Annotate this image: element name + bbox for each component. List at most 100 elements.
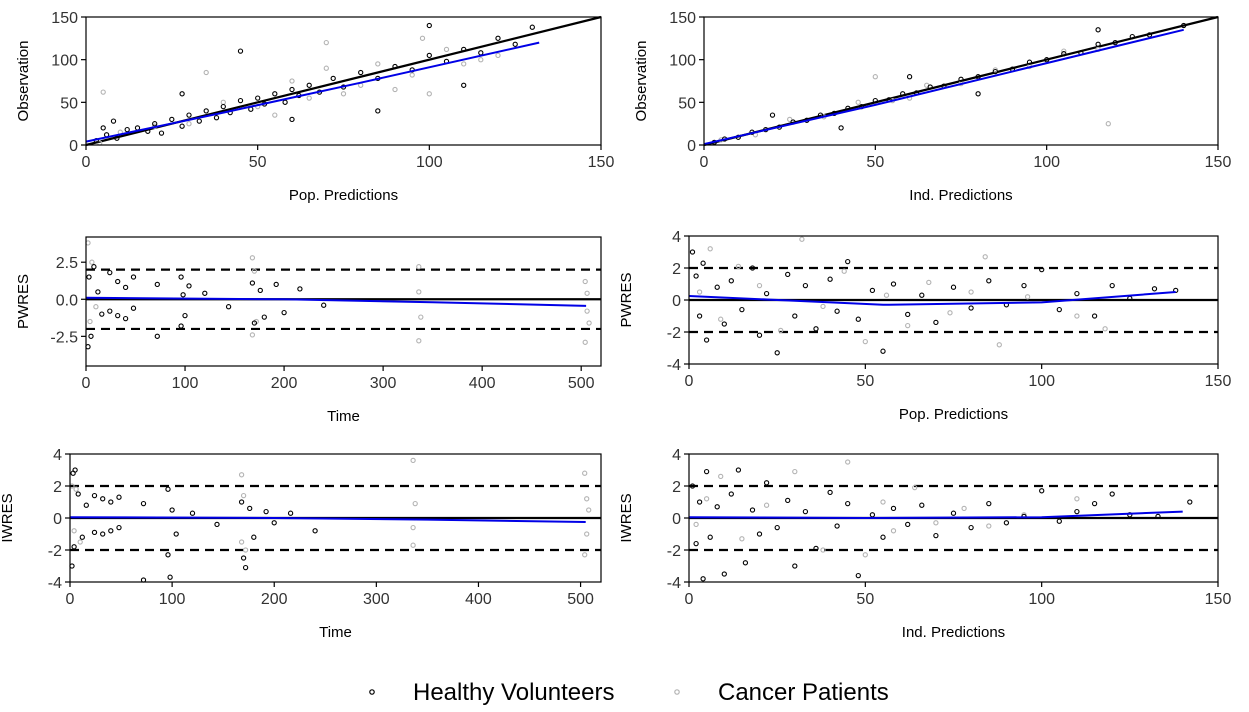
- x-axis-title: Ind. Predictions: [909, 187, 1012, 204]
- point-cancer-2: [718, 473, 724, 480]
- point-healthy-6: [721, 321, 727, 327]
- x-tick-label: 0: [685, 373, 694, 390]
- point-healthy-18: [255, 95, 261, 101]
- point-healthy-17: [802, 508, 809, 515]
- point-healthy-1: [86, 274, 92, 280]
- point-healthy-23: [869, 512, 876, 518]
- point-cancer-10: [890, 528, 897, 534]
- point-healthy-21: [845, 500, 851, 507]
- point-cancer-12: [582, 278, 588, 285]
- point-healthy-35: [1095, 27, 1101, 33]
- point-healthy-8: [728, 491, 734, 497]
- point-cancer-14: [872, 74, 878, 80]
- point-healthy-34: [461, 46, 467, 53]
- point-healthy-12: [872, 97, 878, 104]
- point-healthy-10: [100, 531, 106, 537]
- point-healthy-17: [178, 323, 184, 329]
- point-cancer-13: [582, 552, 588, 558]
- x-tick-label: 100: [1033, 154, 1060, 171]
- point-healthy-31: [287, 510, 294, 516]
- point-healthy-18: [813, 545, 819, 552]
- chart-pwres-vs-pred: 0 50 100 150 -4 -2 0 2 4 Pop. Predictions PWRES: [618, 229, 1231, 423]
- point-cancer-12: [926, 279, 932, 286]
- x-tick-label: 500: [567, 591, 594, 608]
- point-healthy-34: [975, 91, 981, 97]
- point-cancer-5: [249, 332, 256, 338]
- point-healthy-40: [1155, 513, 1161, 520]
- point-healthy-1: [693, 540, 699, 547]
- y-axis-title: IWRES: [0, 493, 16, 542]
- point-cancer-2: [73, 486, 79, 492]
- point-healthy-9: [179, 123, 185, 129]
- point-healthy-19: [827, 489, 833, 496]
- point-cancer-0: [693, 521, 699, 528]
- point-healthy-7: [728, 278, 734, 284]
- cancer-patients-marker-icon: [674, 689, 680, 695]
- point-cancer-16: [586, 507, 592, 513]
- point-healthy-46: [461, 82, 467, 88]
- point-healthy-24: [306, 82, 312, 88]
- point-cancer-12: [582, 470, 588, 476]
- point-cancer-3: [93, 304, 99, 310]
- y-tick-label: 2.5: [56, 255, 78, 272]
- point-healthy-10: [742, 560, 749, 566]
- point-healthy-27: [919, 502, 925, 508]
- point-healthy-42: [179, 91, 185, 97]
- point-cancer-4: [855, 99, 861, 105]
- point-healthy-21: [173, 531, 179, 537]
- y-axis-title: Observation: [15, 41, 32, 122]
- y-tick-label: 2: [672, 479, 681, 496]
- point-cancer-8: [841, 268, 847, 274]
- y-tick-label: 50: [60, 95, 78, 112]
- point-healthy-40: [110, 118, 117, 124]
- x-tick-label: 50: [856, 373, 874, 390]
- point-healthy-2: [696, 499, 703, 505]
- point-cancer-5: [792, 468, 798, 475]
- point-healthy-13: [763, 480, 770, 486]
- point-healthy-24: [1061, 51, 1067, 57]
- point-healthy-41: [1187, 499, 1193, 505]
- point-healthy-29: [950, 510, 957, 516]
- point-healthy-20: [272, 91, 278, 97]
- y-tick-label: 0: [687, 138, 696, 155]
- x-tick-label: 400: [469, 375, 496, 392]
- point-cancer-14: [584, 531, 590, 537]
- legend-item-healthy: Healthy Volunteers: [369, 679, 614, 706]
- point-healthy-8: [115, 278, 121, 285]
- point-healthy-6: [714, 504, 720, 510]
- point-cancer-0: [696, 289, 703, 295]
- legend: Healthy Volunteers Cancer Patients: [369, 679, 889, 706]
- trend-line: [703, 28, 1184, 146]
- point-healthy-3: [700, 260, 706, 266]
- point-cancer-17: [461, 61, 467, 67]
- point-healthy-44: [375, 108, 381, 114]
- x-axis-title: Pop. Predictions: [899, 406, 1008, 423]
- y-tick-label: 4: [672, 229, 681, 246]
- point-cancer-14: [968, 289, 974, 295]
- point-healthy-16: [813, 326, 819, 332]
- point-cancer-9: [880, 499, 886, 505]
- point-healthy-29: [297, 286, 303, 292]
- point-healthy-2: [88, 333, 94, 339]
- x-tick-label: 150: [1205, 591, 1232, 608]
- point-cancer-13: [961, 505, 967, 512]
- point-healthy-39: [1127, 512, 1133, 518]
- point-healthy-32: [312, 528, 318, 534]
- point-cancer-16: [996, 342, 1002, 348]
- point-cancer-6: [820, 547, 826, 553]
- point-healthy-29: [1146, 32, 1153, 38]
- point-healthy-13: [116, 494, 122, 500]
- y-tick-label: 0: [53, 511, 62, 528]
- point-healthy-11: [763, 290, 770, 297]
- point-cancer-14: [584, 308, 590, 314]
- point-cancer-8: [410, 457, 416, 464]
- y-tick-label: 0: [69, 138, 78, 155]
- chart-iwres-vs-time: 0 100 200 300 400 500 -4 -2 0 2 4 Time IWRES: [0, 447, 602, 641]
- point-healthy-22: [855, 572, 861, 579]
- point-healthy-26: [1095, 41, 1101, 47]
- x-tick-label: 150: [1205, 373, 1232, 390]
- point-healthy-2: [114, 135, 120, 141]
- x-tick-label: 0: [700, 154, 709, 171]
- point-healthy-32: [838, 125, 844, 131]
- point-cancer-7: [242, 547, 249, 553]
